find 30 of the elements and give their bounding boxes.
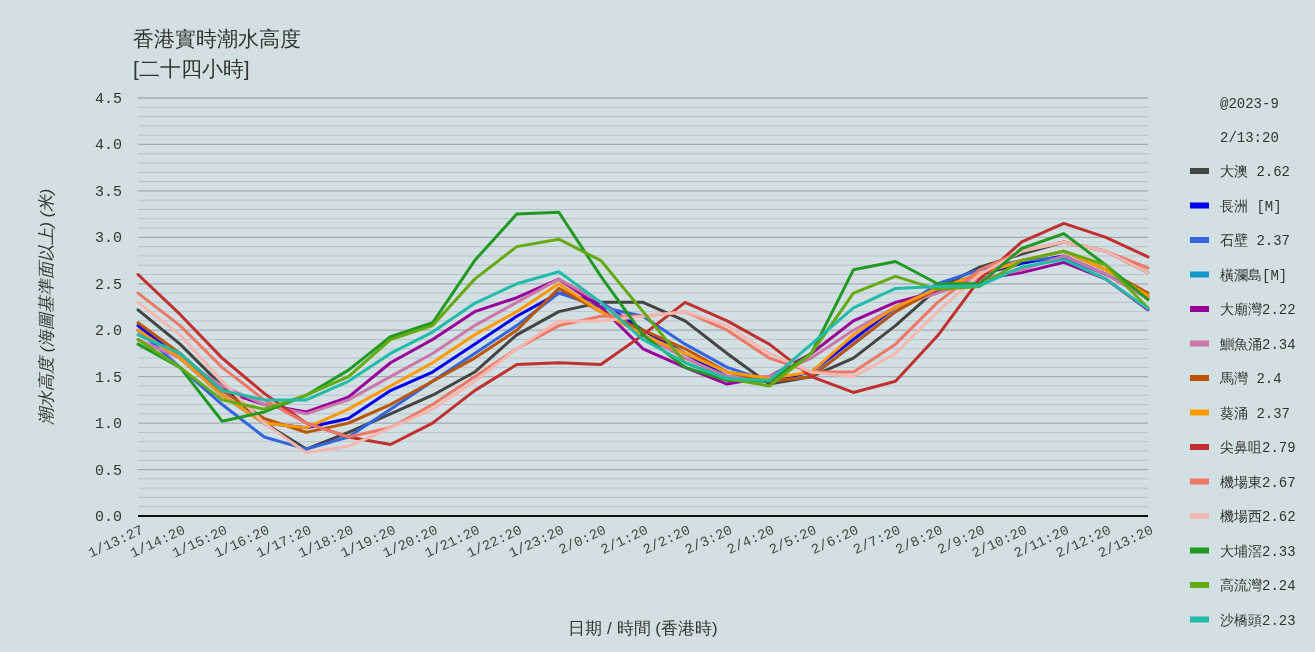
legend-label: 長洲 [M] [1220, 198, 1282, 215]
legend-label: 機場西2.62 [1220, 509, 1296, 525]
y-tick-label: 3.5 [94, 183, 122, 201]
legend-label: 機場東2.67 [1220, 474, 1296, 491]
text: @2023-9 [1220, 96, 1279, 112]
legend-label: 橫瀾島[M] [1220, 267, 1288, 284]
chart-subtitle: [二十四小時] [133, 57, 250, 80]
legend-label: 尖鼻咀2.79 [1220, 440, 1296, 456]
y-tick-label: 1.0 [94, 416, 122, 434]
chart-title: 香港實時潮水高度 [133, 27, 301, 50]
y-tick-label: 2.5 [94, 276, 122, 294]
y-tick-label: 3.0 [94, 230, 122, 248]
legend-label: 葵涌 2.37 [1220, 405, 1291, 422]
legend-label: 鰂魚涌2.34 [1220, 336, 1296, 353]
legend-label: 沙橋頭2.23 [1220, 612, 1296, 629]
legend-label: 馬灣 2.4 [1219, 371, 1282, 387]
y-tick-label: 4.0 [94, 137, 122, 155]
legend-label: 高流灣2.24 [1220, 578, 1296, 594]
legend-label: 大埔滘2.33 [1220, 543, 1296, 560]
legend-label: 大澳 2.62 [1220, 164, 1291, 180]
x-axis-title: 日期 / 時間 (香港時) [568, 619, 718, 638]
text: 2/13:20 [1220, 130, 1279, 146]
legend-label: 石壁 2.37 [1220, 233, 1291, 249]
y-tick-label: 4.5 [94, 91, 122, 108]
y-tick-label: 1.5 [94, 369, 122, 387]
y-tick-label: 2.0 [94, 323, 122, 341]
y-tick-label: 0.0 [94, 509, 122, 526]
y-tick-label: 0.5 [94, 462, 122, 480]
legend-label: 大廟灣2.22 [1220, 302, 1296, 318]
y-axis-title: 潮水高度 (海圖基準面以上) (米) [37, 188, 56, 426]
